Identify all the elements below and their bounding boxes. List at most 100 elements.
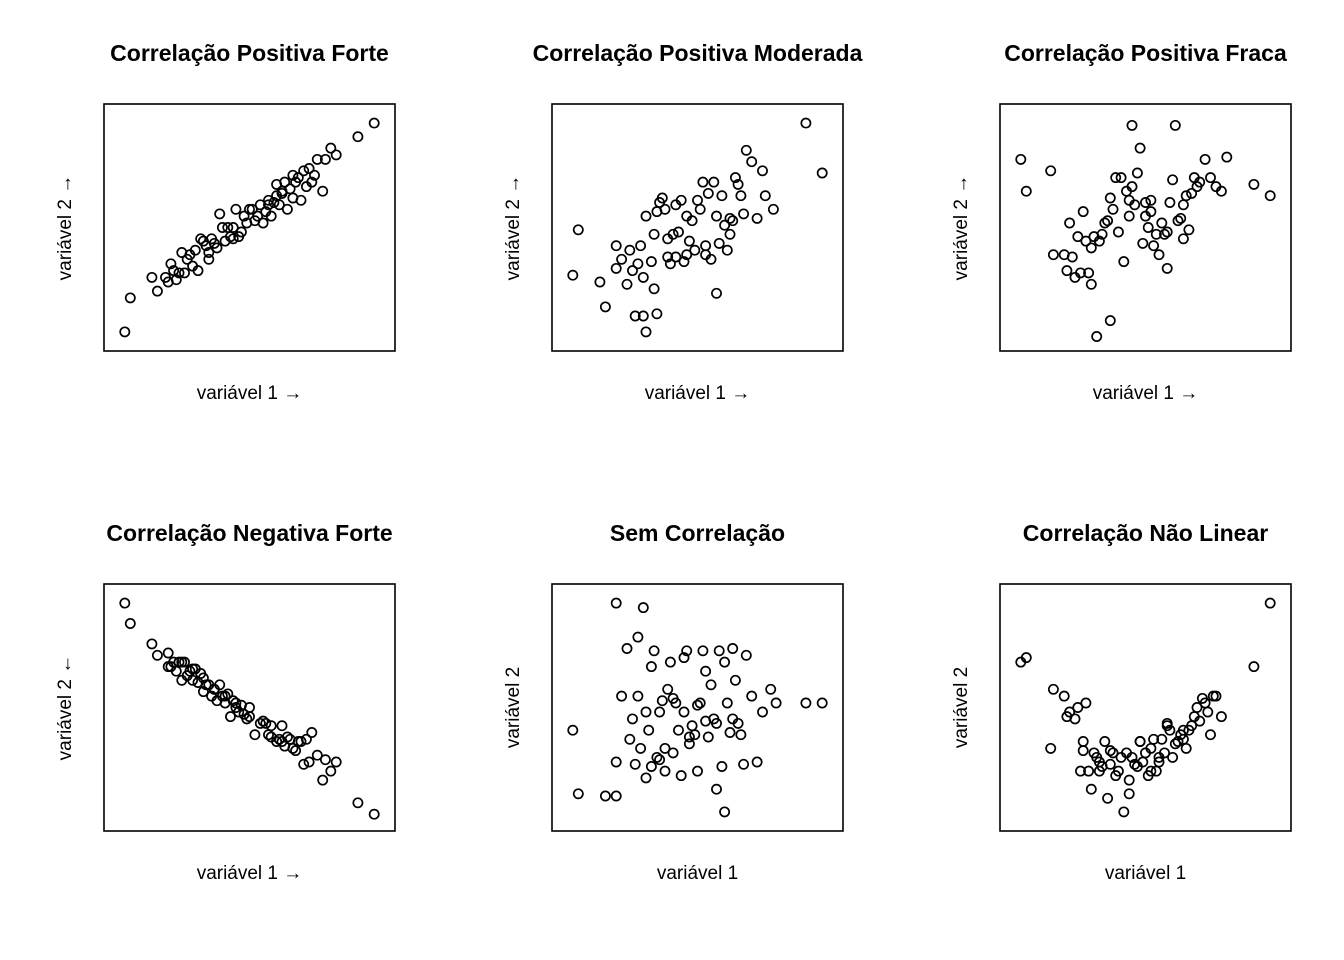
data-point bbox=[645, 256, 657, 268]
data-point bbox=[330, 756, 342, 768]
data-point bbox=[1093, 765, 1105, 777]
data-point bbox=[738, 758, 750, 770]
data-point bbox=[759, 190, 771, 202]
y-axis-label: variável 2 → bbox=[503, 175, 524, 281]
data-point bbox=[1061, 265, 1073, 277]
data-point bbox=[716, 190, 728, 202]
data-point bbox=[238, 210, 250, 222]
data-point bbox=[160, 271, 171, 283]
data-point bbox=[260, 206, 272, 218]
data-point bbox=[610, 240, 622, 252]
data-point bbox=[567, 724, 579, 736]
data-point bbox=[694, 203, 706, 215]
data-point bbox=[1194, 715, 1206, 727]
data-point bbox=[1123, 788, 1135, 800]
data-point bbox=[654, 754, 666, 766]
data-point bbox=[645, 761, 657, 772]
data-point bbox=[800, 117, 812, 129]
data-point bbox=[1064, 706, 1076, 718]
data-point bbox=[640, 706, 652, 718]
data-point bbox=[1077, 206, 1089, 218]
data-point bbox=[1118, 256, 1130, 268]
data-point bbox=[317, 185, 329, 197]
panel-title: Correlação Positiva Forte bbox=[110, 40, 389, 66]
data-point bbox=[1104, 315, 1116, 327]
data-point bbox=[1072, 231, 1084, 243]
data-point bbox=[681, 645, 693, 657]
data-point bbox=[1142, 222, 1154, 233]
data-point bbox=[670, 251, 682, 263]
data-point bbox=[651, 206, 663, 218]
data-point bbox=[1107, 203, 1119, 215]
data-point bbox=[664, 258, 676, 270]
data-point bbox=[1183, 224, 1195, 236]
data-point bbox=[1085, 278, 1097, 290]
data-point bbox=[719, 219, 731, 231]
data-point bbox=[249, 729, 261, 741]
data-point bbox=[637, 310, 649, 322]
data-point bbox=[1180, 190, 1192, 202]
data-point bbox=[1099, 217, 1111, 229]
data-point bbox=[751, 756, 763, 768]
data-point bbox=[1169, 119, 1181, 131]
data-point bbox=[1202, 706, 1214, 718]
data-point bbox=[746, 156, 758, 168]
data-point bbox=[1115, 172, 1127, 184]
data-point bbox=[673, 724, 684, 736]
data-point bbox=[1264, 190, 1276, 202]
data-point bbox=[276, 187, 288, 199]
data-point bbox=[732, 717, 744, 729]
data-point bbox=[1045, 165, 1057, 177]
data-point bbox=[678, 706, 690, 718]
data-point bbox=[1199, 153, 1211, 165]
data-point bbox=[627, 713, 638, 725]
data-point bbox=[702, 731, 714, 743]
data-point bbox=[165, 258, 177, 270]
data-point bbox=[263, 729, 274, 741]
data-point bbox=[1221, 151, 1233, 163]
plot-frame bbox=[103, 583, 396, 832]
data-point bbox=[189, 244, 201, 256]
data-point bbox=[1180, 742, 1192, 754]
data-point bbox=[637, 271, 649, 283]
data-point bbox=[119, 597, 131, 609]
data-point bbox=[1080, 697, 1092, 709]
data-point bbox=[692, 699, 703, 711]
data-point bbox=[1264, 597, 1276, 609]
data-point bbox=[246, 203, 258, 215]
data-point bbox=[1083, 267, 1095, 279]
data-point bbox=[1126, 751, 1138, 763]
data-point bbox=[708, 176, 720, 188]
data-point bbox=[1153, 751, 1165, 763]
data-point bbox=[643, 724, 655, 736]
data-point bbox=[1107, 747, 1119, 759]
data-point bbox=[610, 790, 622, 802]
data-point bbox=[1167, 751, 1179, 763]
data-point bbox=[1075, 765, 1086, 777]
data-point bbox=[632, 631, 644, 643]
data-point bbox=[151, 649, 163, 661]
data-point bbox=[273, 199, 285, 211]
data-point bbox=[721, 244, 733, 256]
data-point bbox=[702, 187, 714, 199]
data-point bbox=[624, 733, 636, 745]
data-point bbox=[265, 720, 277, 732]
data-point bbox=[1080, 235, 1092, 247]
data-point bbox=[711, 783, 722, 795]
data-point bbox=[1148, 240, 1160, 252]
scatter-panel-4: Correlação Negativa Forte variável 1 → var… bbox=[55, 520, 396, 884]
data-point bbox=[1215, 185, 1227, 197]
data-point bbox=[594, 276, 606, 288]
data-point bbox=[640, 210, 652, 222]
scatter-panel-5: Sem Correlação variável 1 variável 2 bbox=[503, 520, 844, 884]
data-point bbox=[648, 645, 660, 657]
panel-title: Correlação Não Linear bbox=[1023, 520, 1268, 546]
data-point bbox=[276, 720, 288, 732]
data-point bbox=[298, 165, 310, 177]
data-point bbox=[738, 208, 750, 220]
data-point bbox=[325, 765, 337, 777]
data-point bbox=[319, 153, 331, 165]
data-point bbox=[227, 233, 239, 245]
data-point bbox=[179, 267, 190, 279]
data-point bbox=[746, 690, 758, 702]
